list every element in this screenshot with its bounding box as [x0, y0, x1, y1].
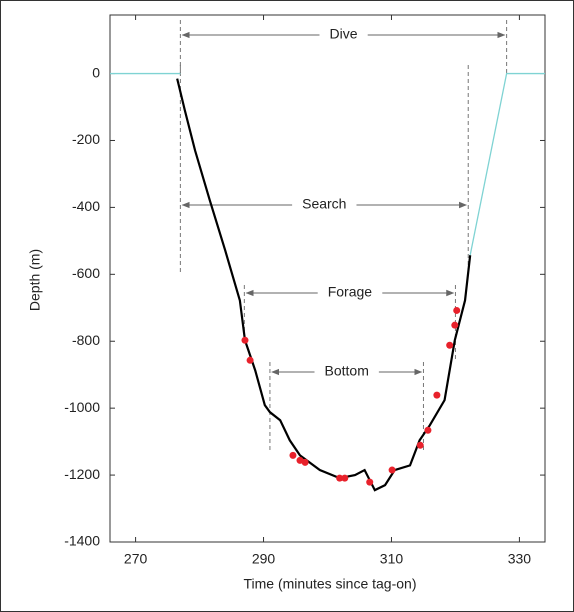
- data-point: [241, 336, 249, 344]
- x-tick-label: 270: [124, 551, 148, 567]
- y-tick-label: -1000: [64, 399, 100, 415]
- y-tick-label: -600: [72, 265, 100, 281]
- y-axis-label: Depth (m): [27, 249, 43, 311]
- data-point: [433, 391, 441, 399]
- data-point: [453, 306, 461, 314]
- plot-area: [109, 14, 546, 543]
- data-point: [336, 474, 344, 482]
- annotation-label: Bottom: [325, 363, 369, 379]
- data-point: [424, 426, 432, 434]
- annotation-label-bg: [317, 281, 383, 302]
- data-point: [388, 466, 396, 474]
- y-tick-label: -200: [72, 131, 100, 147]
- x-tick-label: 330: [508, 551, 532, 567]
- y-tick-label: -1400: [64, 533, 100, 549]
- data-point: [341, 474, 349, 482]
- y-tick-label: -800: [72, 332, 100, 348]
- x-tick-label: 310: [380, 551, 404, 567]
- annotation-label-bg: [292, 193, 357, 214]
- data-point: [416, 441, 424, 449]
- x-tick-label: 290: [252, 551, 276, 567]
- data-point: [446, 341, 454, 349]
- data-point: [246, 356, 254, 364]
- annotation-label: Dive: [329, 26, 357, 42]
- y-tick-label: -400: [72, 198, 100, 214]
- annotation-label-bg: [314, 360, 379, 381]
- annotation-label: Forage: [328, 284, 373, 300]
- annotation-label-bg: [319, 23, 368, 44]
- data-point: [451, 321, 459, 329]
- depth-line: [469, 72, 545, 256]
- data-point: [366, 478, 374, 486]
- y-tick-label: 0: [92, 64, 100, 80]
- annotation-label: Search: [302, 196, 346, 212]
- data-point: [301, 458, 309, 466]
- x-axis-label: Time (minutes since tag-on): [244, 576, 417, 592]
- data-point: [289, 451, 297, 459]
- y-tick-label: -1200: [64, 466, 100, 482]
